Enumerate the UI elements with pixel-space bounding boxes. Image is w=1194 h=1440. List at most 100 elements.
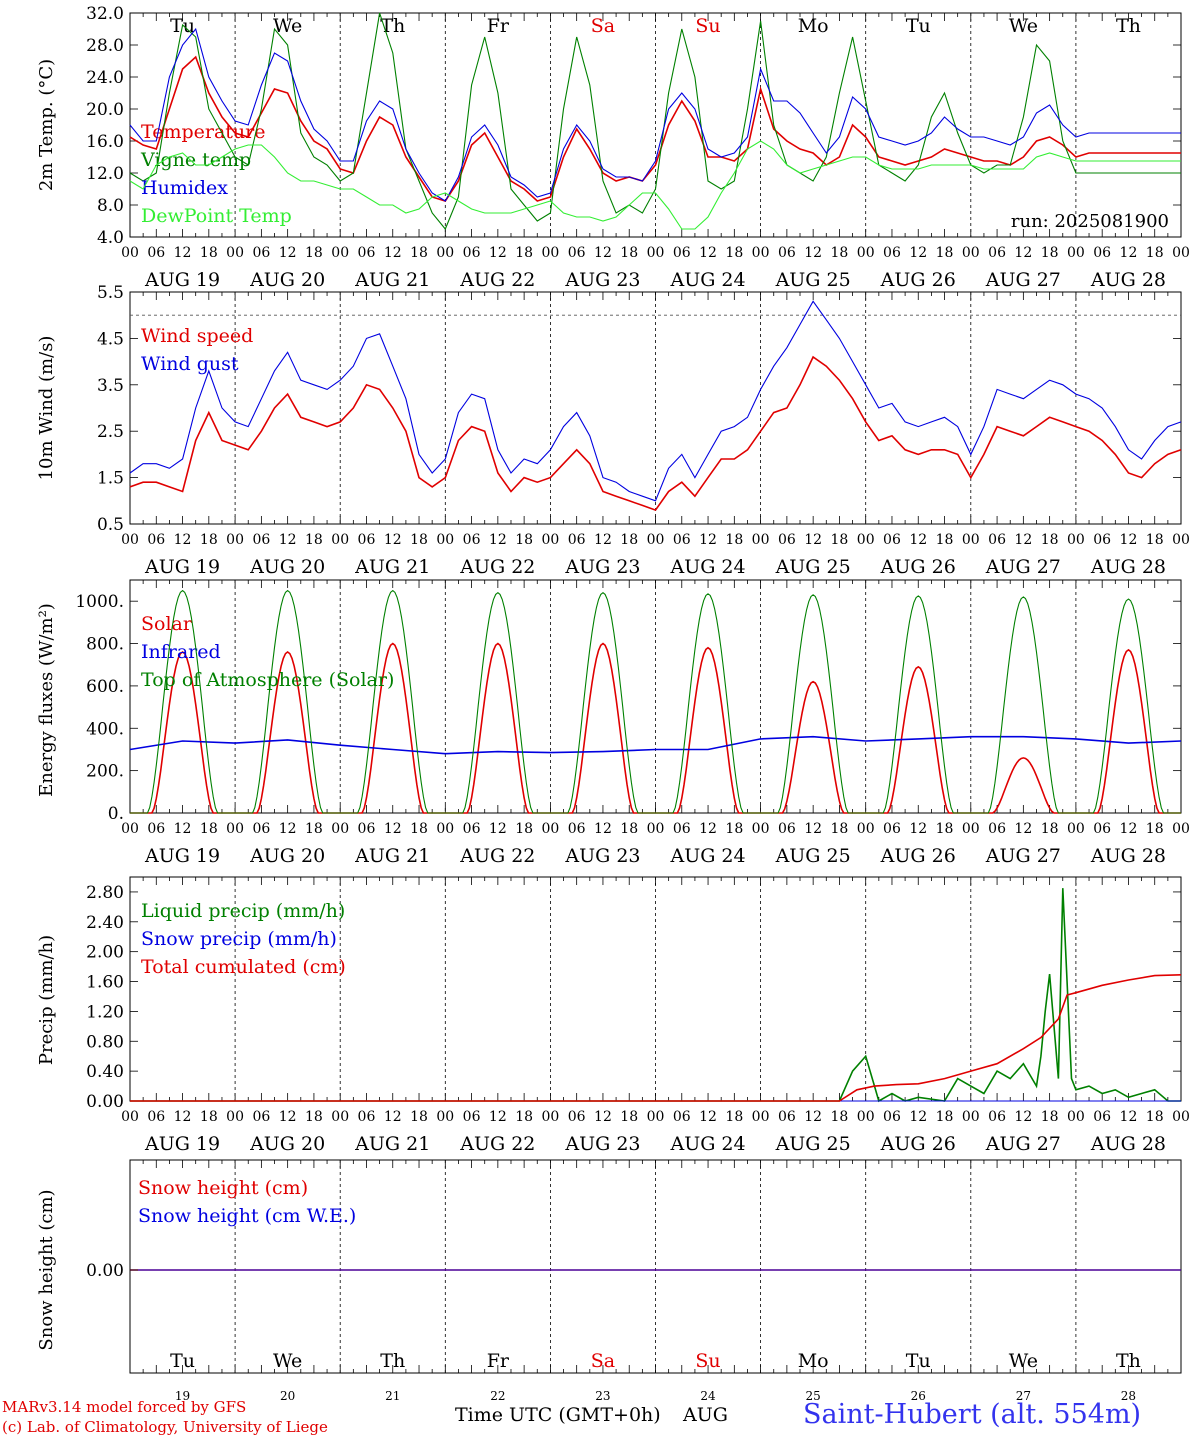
y-tick-label: 8.0: [97, 196, 124, 216]
y-tick-label: 20.0: [86, 100, 124, 120]
hour-tick-label: 18: [515, 245, 533, 261]
hour-tick-label: 18: [1041, 532, 1059, 548]
date-label: AUG 26: [880, 1133, 956, 1155]
hour-tick-label: 00: [857, 532, 875, 548]
weekday-label: Th: [1116, 1350, 1141, 1372]
hour-tick-label: 12: [1120, 532, 1138, 548]
hour-tick-label: 18: [936, 821, 954, 837]
hour-tick-label: 06: [988, 245, 1006, 261]
hour-tick-label: 06: [988, 532, 1006, 548]
hour-tick-label: 00: [226, 821, 244, 837]
hour-tick-label: 06: [1093, 1109, 1111, 1125]
hour-tick-label: 00: [647, 245, 665, 261]
weekday-label: We: [273, 15, 302, 37]
hour-tick-label: 12: [279, 1109, 297, 1125]
hour-tick-label: 06: [147, 532, 165, 548]
hour-tick-label: 00: [541, 245, 559, 261]
hour-tick-label: 06: [778, 532, 796, 548]
hour-tick-label: 00: [331, 532, 349, 548]
hour-tick-label: 00: [857, 821, 875, 837]
weekday-label: Sa: [591, 15, 615, 37]
hour-tick-label: 00: [226, 1109, 244, 1125]
y-tick-label: 28.0: [86, 36, 124, 56]
lab-credit: (c) Lab. of Climatology, University of L…: [2, 1418, 328, 1436]
hour-tick-label: 06: [252, 532, 270, 548]
hour-tick-label: 00: [647, 1109, 665, 1125]
legend-entry: Snow precip (mm/h): [141, 928, 337, 950]
hour-tick-label: 18: [831, 821, 849, 837]
date-label: AUG 25: [775, 1133, 851, 1155]
hour-tick-label: 12: [384, 1109, 402, 1125]
hour-tick-label: 18: [515, 821, 533, 837]
date-label: AUG 20: [249, 269, 325, 291]
y-tick-label: 32.0: [86, 4, 124, 24]
model-credit: MARv3.14 model forced by GFS: [2, 1398, 247, 1416]
hour-tick-label: 00: [331, 245, 349, 261]
hour-tick-label: 18: [200, 821, 218, 837]
date-label: AUG 20: [249, 556, 325, 578]
date-label: AUG 25: [775, 556, 851, 578]
hour-tick-label: 12: [384, 532, 402, 548]
hour-tick-label: 06: [568, 1109, 586, 1125]
hour-tick-label: 06: [568, 245, 586, 261]
hour-tick-label: 12: [1014, 245, 1032, 261]
hour-tick-label: 12: [804, 821, 822, 837]
hour-tick-label: 18: [200, 1109, 218, 1125]
weekday-label: Su: [695, 1350, 720, 1372]
y-tick-label: 800.: [86, 635, 124, 655]
day-number-label: 24: [700, 1389, 716, 1403]
hour-tick-label: 18: [620, 245, 638, 261]
hour-tick-label: 12: [1120, 821, 1138, 837]
hour-tick-label: 18: [305, 1109, 323, 1125]
hour-tick-label: 18: [515, 1109, 533, 1125]
weekday-label: Th: [1116, 15, 1141, 37]
hour-tick-label: 00: [541, 532, 559, 548]
weekday-label: Tu: [906, 15, 931, 37]
series-line: [130, 888, 1181, 1103]
hour-tick-label: 12: [909, 1109, 927, 1125]
legend-entry: Snow height (cm W.E.): [138, 1205, 356, 1227]
y-axis-title: Energy fluxes (W/m²): [36, 603, 57, 797]
legend-entry: Infrared: [141, 641, 221, 663]
hour-tick-label: 18: [1146, 532, 1164, 548]
hour-tick-label: 00: [752, 1109, 770, 1125]
hour-tick-label: 06: [1093, 532, 1111, 548]
legend-entry: DewPoint Temp: [141, 205, 292, 227]
date-label: AUG 19: [144, 269, 220, 291]
series-line: [129, 355, 1182, 512]
hour-tick-label: 06: [673, 821, 691, 837]
hour-tick-label: 06: [673, 532, 691, 548]
y-tick-label: 5.5: [97, 283, 124, 303]
legend-entry: Liquid precip (mm/h): [141, 900, 345, 922]
hour-tick-label: 00: [1172, 532, 1190, 548]
hour-tick-label: 18: [305, 532, 323, 548]
date-label: AUG 23: [564, 1133, 640, 1155]
hour-tick-label: 00: [962, 532, 980, 548]
hour-tick-label: 12: [804, 1109, 822, 1125]
y-axis-title: Snow height (cm): [36, 1189, 57, 1350]
day-number-label: 26: [911, 1389, 926, 1403]
hour-tick-label: 00: [121, 245, 139, 261]
weekday-label: Fr: [487, 15, 510, 37]
hour-tick-label: 18: [1041, 245, 1059, 261]
day-number-label: 27: [1016, 1389, 1031, 1403]
hour-tick-label: 18: [515, 532, 533, 548]
hour-tick-label: 06: [463, 1109, 481, 1125]
date-label: AUG 26: [880, 556, 956, 578]
y-tick-label: 1.5: [97, 469, 124, 489]
date-label: AUG 20: [249, 1133, 325, 1155]
y-tick-label: 400.: [86, 719, 124, 739]
hour-tick-label: 18: [725, 532, 743, 548]
x-axis-title: Time UTC (GMT+0h): [455, 1404, 661, 1426]
y-tick-label: 2.40: [86, 913, 124, 933]
y-tick-label: 24.0: [86, 68, 124, 88]
hour-tick-label: 06: [883, 1109, 901, 1125]
date-label: AUG 23: [564, 845, 640, 867]
hour-tick-label: 00: [857, 1109, 875, 1125]
date-label: AUG 21: [354, 269, 430, 291]
hour-tick-label: 06: [883, 245, 901, 261]
hour-tick-label: 12: [384, 821, 402, 837]
date-label: AUG 27: [985, 845, 1061, 867]
hour-tick-label: 06: [568, 532, 586, 548]
hour-tick-label: 18: [410, 245, 428, 261]
